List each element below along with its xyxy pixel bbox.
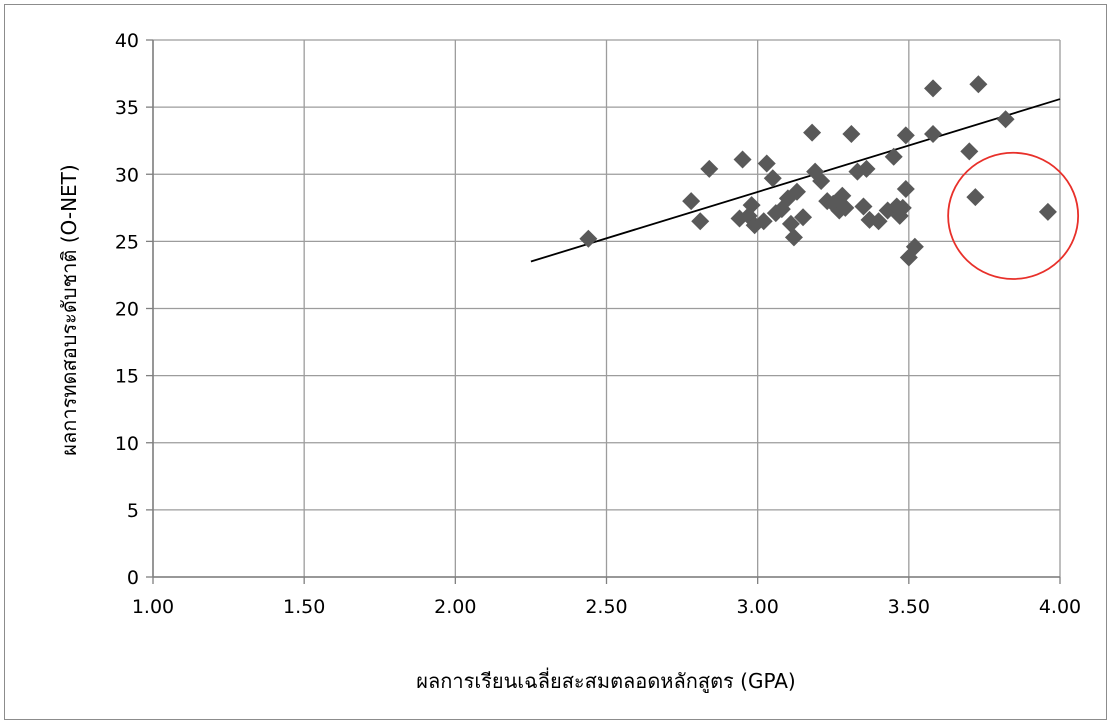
data-point [996,110,1015,129]
data-point [836,198,855,217]
x-tick-label: 4.00 [1039,596,1081,618]
data-point [842,124,861,143]
data-point [1038,202,1057,221]
data-point [969,75,988,94]
data-point [763,169,782,188]
data-point [896,126,915,145]
data-point [966,188,985,207]
chart-frame [4,4,1107,720]
y-tick-label: 25 [115,231,139,253]
data-point [924,124,943,143]
data-point [757,154,776,173]
data-point [682,192,701,211]
trendline-layer [530,98,1061,263]
data-point [733,150,752,169]
data-point [787,182,806,201]
y-axis-ticks: 0 5 10 15 20 25 30 35 40 [115,30,139,589]
trendline [530,98,1061,263]
data-point [691,212,710,231]
data-points [579,75,1057,267]
data-point [812,171,831,190]
data-point [884,147,903,166]
x-tick-label: 3.50 [888,596,930,618]
annotation-layer [947,151,1080,280]
data-point [803,123,822,142]
x-axis-ticks: 1.00 1.50 2.00 2.50 3.00 3.50 4.00 [132,596,1081,618]
data-point [857,159,876,178]
y-tick-label: 0 [127,567,139,589]
highlight-circle [947,151,1080,280]
data-point [794,208,813,227]
data-point [781,214,800,233]
data-point [700,159,719,178]
data-point [754,212,773,231]
data-point [893,198,912,217]
x-tick-label: 2.00 [434,596,476,618]
data-point [905,237,924,256]
axes [146,39,1061,584]
x-tick-label: 2.50 [585,596,627,618]
data-point [924,79,943,98]
y-tick-label: 5 [127,500,139,522]
y-tick-label: 40 [115,30,139,52]
x-tick-label: 1.00 [132,596,174,618]
y-tick-label: 30 [115,164,139,186]
x-axis-title: ผลการเรียนเฉลี่ยสะสมตลอดหลักสูตร (GPA) [416,667,795,694]
data-point [742,196,761,215]
y-tick-label: 20 [115,299,139,321]
grid-lines [152,39,1061,578]
data-point [960,142,979,161]
y-tick-label: 10 [115,433,139,455]
x-tick-label: 3.00 [737,596,779,618]
data-point [784,228,803,247]
y-axis-title: ผลการทดสอบระดับชาติ (O-NET) [57,164,81,455]
data-point [869,212,888,231]
y-tick-label: 15 [115,366,139,388]
data-point [854,197,873,216]
y-tick-label: 35 [115,97,139,119]
x-tick-label: 1.50 [283,596,325,618]
data-point [579,229,598,248]
data-point [833,186,852,205]
data-point [896,180,915,199]
